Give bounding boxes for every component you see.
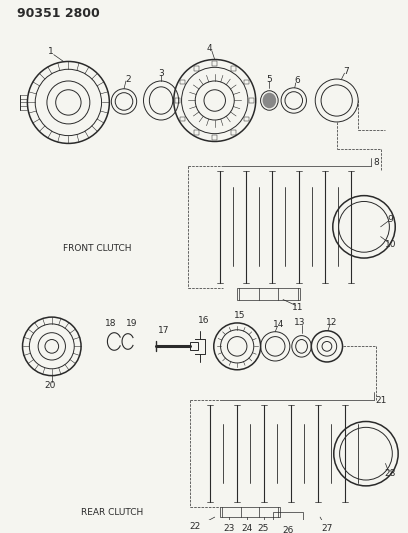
Text: 5: 5 xyxy=(266,75,272,84)
Bar xyxy=(231,66,236,71)
Bar xyxy=(194,66,199,71)
Bar xyxy=(249,98,254,103)
Text: 19: 19 xyxy=(126,319,137,328)
Bar xyxy=(194,130,199,135)
Text: 90351 2800: 90351 2800 xyxy=(17,7,100,20)
Text: 22: 22 xyxy=(190,522,201,531)
Bar xyxy=(212,61,217,66)
Text: 26: 26 xyxy=(282,526,294,533)
Text: 3: 3 xyxy=(158,69,164,78)
Text: FRONT CLUTCH: FRONT CLUTCH xyxy=(63,244,132,253)
Text: 16: 16 xyxy=(198,317,210,326)
Text: 17: 17 xyxy=(158,326,170,335)
Text: 10: 10 xyxy=(385,240,396,249)
Text: 15: 15 xyxy=(234,311,246,320)
Text: 14: 14 xyxy=(273,320,285,329)
Text: 28: 28 xyxy=(385,469,396,478)
Text: 12: 12 xyxy=(326,318,337,327)
Text: 25: 25 xyxy=(258,524,269,533)
Text: 27: 27 xyxy=(321,524,333,533)
Bar xyxy=(175,98,180,103)
Bar xyxy=(244,79,249,84)
Bar xyxy=(220,507,280,517)
Text: 18: 18 xyxy=(104,319,116,328)
Ellipse shape xyxy=(262,93,276,108)
Text: 7: 7 xyxy=(344,67,349,76)
Text: 9: 9 xyxy=(388,215,393,223)
Bar xyxy=(244,117,249,122)
Text: 23: 23 xyxy=(224,524,235,533)
Bar xyxy=(180,117,185,122)
Bar xyxy=(212,135,217,140)
Text: 24: 24 xyxy=(241,524,253,533)
Text: 21: 21 xyxy=(375,395,386,405)
Text: 13: 13 xyxy=(294,318,305,327)
Text: 20: 20 xyxy=(44,381,55,390)
Bar xyxy=(273,512,303,524)
Text: 4: 4 xyxy=(207,44,213,53)
Text: 1: 1 xyxy=(48,47,54,56)
Text: 8: 8 xyxy=(374,158,379,167)
Bar xyxy=(191,343,198,350)
Text: 6: 6 xyxy=(295,76,301,85)
Bar xyxy=(180,79,185,84)
Bar xyxy=(231,130,236,135)
Text: 11: 11 xyxy=(292,303,304,312)
Bar xyxy=(237,288,299,300)
Text: 2: 2 xyxy=(125,75,131,84)
Text: REAR CLUTCH: REAR CLUTCH xyxy=(81,508,144,516)
